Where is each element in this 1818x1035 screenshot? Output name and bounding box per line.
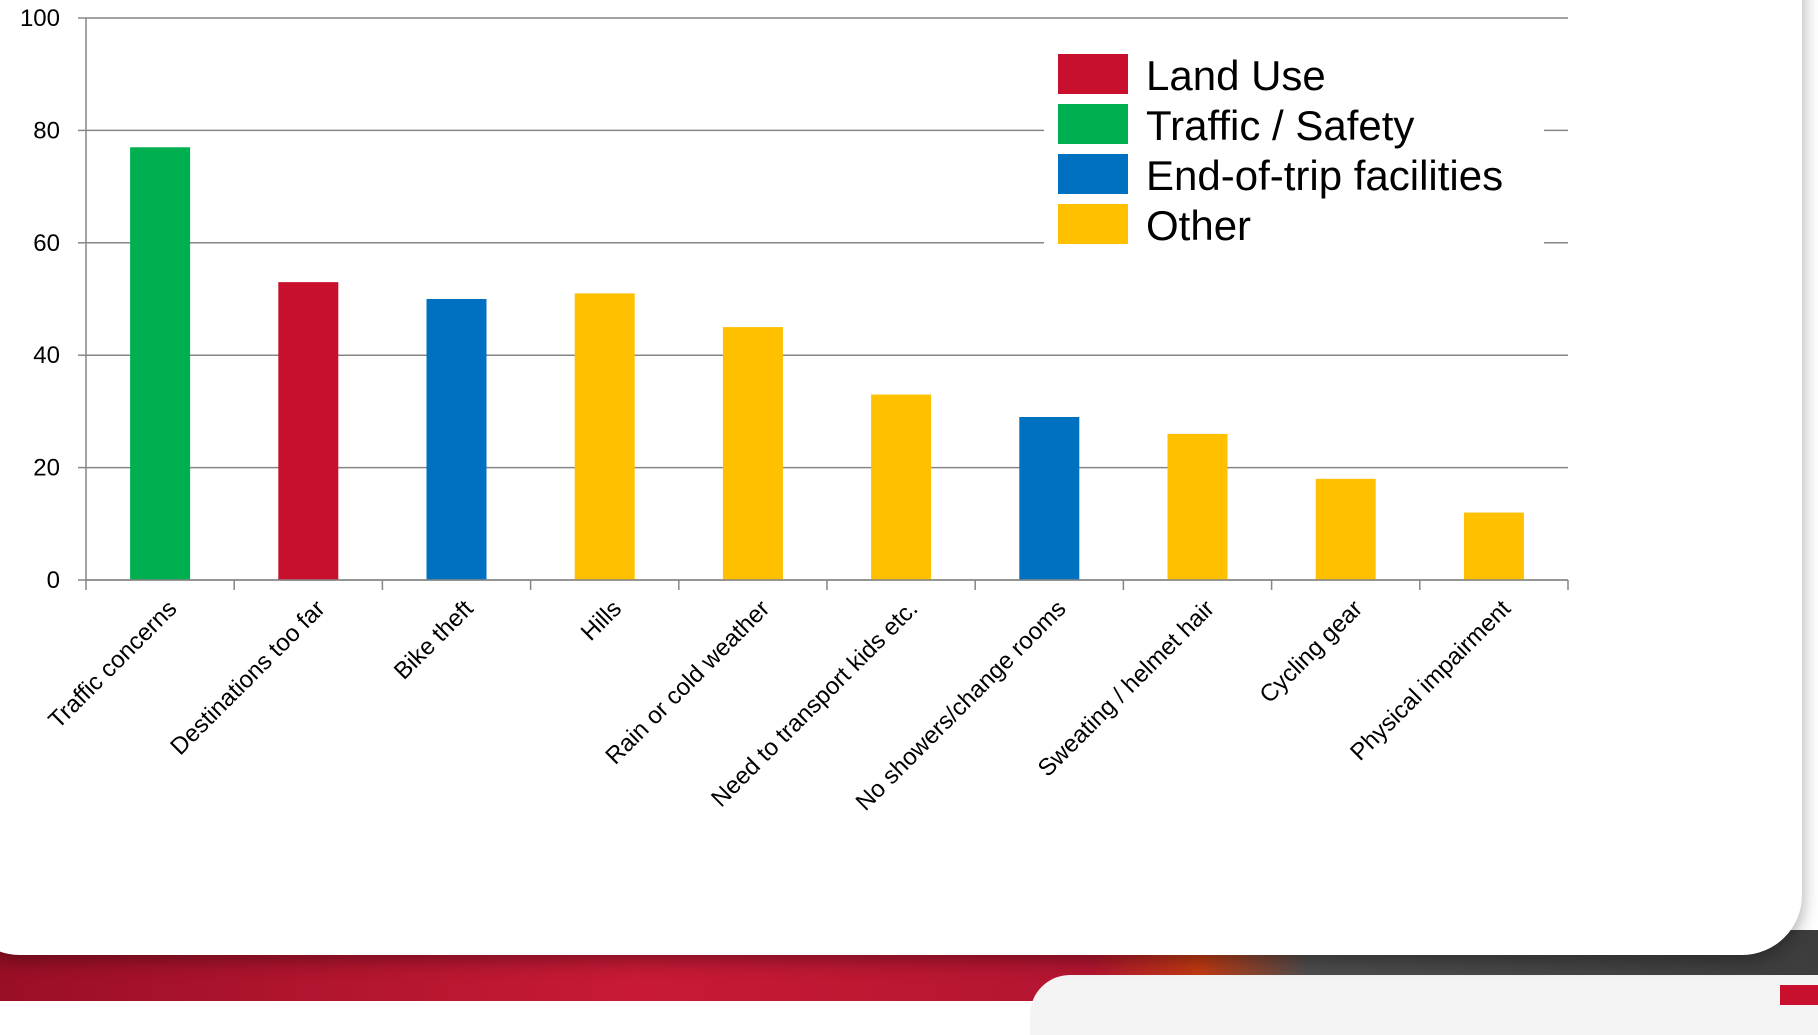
category-label: Traffic concerns [43, 595, 182, 734]
bar [1315, 478, 1376, 580]
bar [426, 299, 487, 580]
bar [1167, 433, 1228, 580]
bar [130, 147, 191, 580]
bar [722, 327, 783, 580]
bars [130, 147, 1524, 580]
y-tick-label: 20 [33, 455, 60, 482]
legend-swatch [1058, 104, 1128, 144]
legend-swatch [1058, 154, 1128, 194]
bar-chart: 0 20 40 60 80 100 Traffic concernsDestination… [20, 5, 1569, 816]
y-tick-label: 60 [33, 230, 60, 257]
legend-label: Land Use [1146, 52, 1326, 99]
legend-label: End-of-trip facilities [1146, 152, 1503, 199]
category-label: Destinations too far [165, 595, 330, 760]
y-tick-label: 100 [20, 5, 60, 32]
legend-swatch [1058, 54, 1128, 94]
footer-logo [1780, 985, 1818, 1005]
category-label: Hills [576, 595, 627, 646]
bar [1463, 512, 1524, 580]
legend-swatch [1058, 204, 1128, 244]
category-label: Physical impairment [1345, 595, 1516, 766]
category-label: Cycling gear [1255, 595, 1368, 708]
y-axis: 0 20 40 60 80 100 [20, 5, 87, 594]
legend-label: Other [1146, 202, 1251, 249]
bar [1019, 417, 1080, 580]
bar [278, 282, 339, 580]
legend-label: Traffic / Safety [1146, 102, 1414, 149]
bar [871, 394, 932, 580]
y-tick-label: 40 [33, 342, 60, 369]
bar [574, 293, 635, 580]
y-tick-label: 80 [33, 117, 60, 144]
category-label: Bike theft [389, 595, 479, 685]
category-label: Rain or cold weather [600, 595, 775, 770]
y-tick-label: 0 [47, 567, 60, 594]
